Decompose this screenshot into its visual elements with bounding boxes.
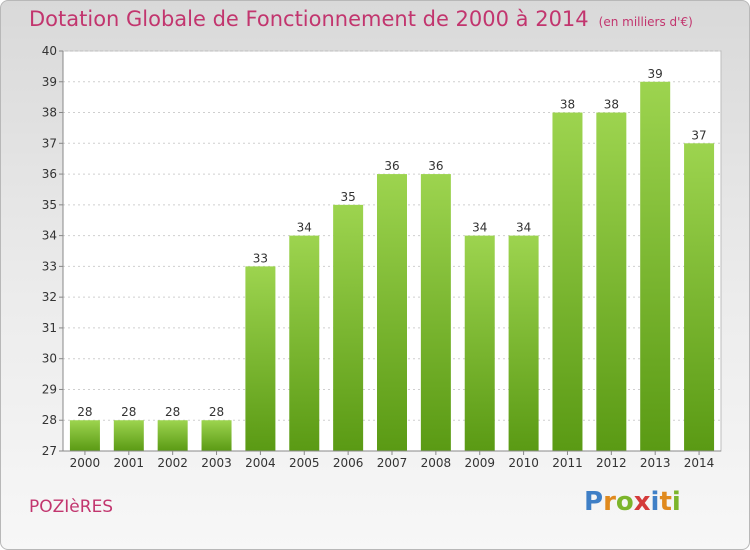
bar <box>201 420 232 451</box>
x-tick-label: 2011 <box>552 456 583 470</box>
chart-title: Dotation Globale de Fonctionnement de 20… <box>29 7 693 31</box>
x-tick-label: 2005 <box>289 456 320 470</box>
x-tick-label: 2000 <box>70 456 101 470</box>
bar <box>69 420 100 451</box>
y-tick-label: 29 <box>42 382 57 396</box>
y-tick-label: 30 <box>42 352 57 366</box>
y-tick-label: 28 <box>42 413 57 427</box>
bar-value-label: 34 <box>297 221 312 235</box>
bar-value-label: 36 <box>384 159 399 173</box>
bar-value-label: 34 <box>516 221 531 235</box>
x-tick-label: 2001 <box>114 456 145 470</box>
bar <box>157 420 188 451</box>
y-tick-label: 34 <box>42 229 57 243</box>
x-tick-label: 2012 <box>596 456 627 470</box>
bar-value-label: 38 <box>604 98 619 112</box>
bar <box>245 266 276 451</box>
bar <box>289 235 320 451</box>
y-tick-label: 35 <box>42 198 57 212</box>
bar-value-label: 34 <box>472 221 487 235</box>
bar-value-label: 35 <box>340 190 355 204</box>
bar <box>333 204 364 451</box>
y-tick-label: 36 <box>42 167 57 181</box>
y-tick-label: 37 <box>42 136 57 150</box>
chart-subtitle: (en milliers d'€) <box>598 15 693 29</box>
y-tick-label: 31 <box>42 321 57 335</box>
y-tick-label: 39 <box>42 75 57 89</box>
x-tick-label: 2007 <box>377 456 408 470</box>
x-tick-label: 2006 <box>333 456 364 470</box>
y-tick-label: 40 <box>42 44 57 58</box>
bar-value-label: 28 <box>209 405 224 419</box>
y-tick-label: 38 <box>42 106 57 120</box>
x-tick-label: 2004 <box>245 456 276 470</box>
x-tick-label: 2010 <box>508 456 539 470</box>
x-tick-label: 2003 <box>201 456 232 470</box>
bar-value-label: 28 <box>165 405 180 419</box>
commune-name: POZIèRES <box>29 497 114 517</box>
bar <box>464 235 495 451</box>
x-tick-label: 2014 <box>684 456 715 470</box>
y-tick-label: 27 <box>42 444 57 458</box>
bar-value-label: 28 <box>121 405 136 419</box>
bar-value-label: 38 <box>560 98 575 112</box>
bar-value-label: 39 <box>648 67 663 81</box>
bar-value-label: 37 <box>691 128 706 142</box>
bar <box>113 420 144 451</box>
y-tick-label: 33 <box>42 259 57 273</box>
bar <box>377 174 407 452</box>
bar-value-label: 28 <box>77 405 92 419</box>
bar <box>420 174 451 452</box>
y-tick-label: 32 <box>42 290 57 304</box>
x-tick-label: 2009 <box>464 456 495 470</box>
x-tick-label: 2002 <box>157 456 188 470</box>
chart-title-text: Dotation Globale de Fonctionnement de 20… <box>29 7 589 31</box>
bar-value-label: 33 <box>253 251 268 265</box>
bar <box>552 112 583 452</box>
bar-value-label: 36 <box>428 159 443 173</box>
proxiti-logo: Proxiti <box>584 487 681 517</box>
bar <box>640 81 671 452</box>
bar <box>684 143 715 452</box>
bar <box>596 112 627 452</box>
bar <box>508 235 539 451</box>
x-tick-label: 2013 <box>640 456 671 470</box>
x-tick-label: 2008 <box>421 456 452 470</box>
